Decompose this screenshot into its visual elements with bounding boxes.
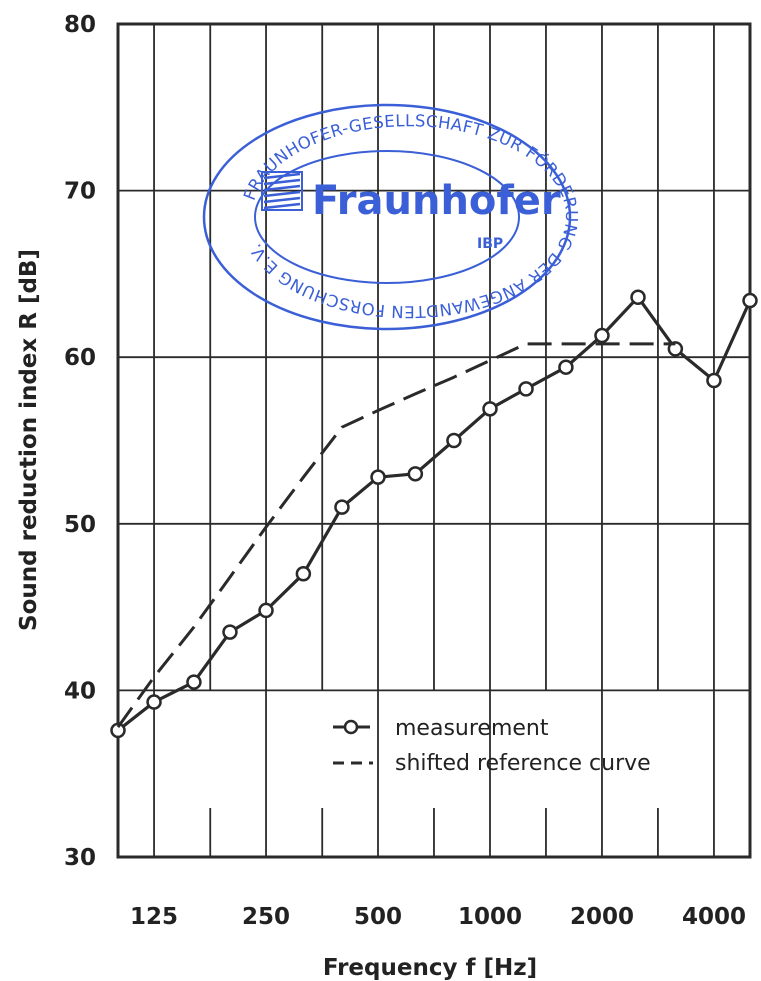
- data-point: [446, 432, 462, 449]
- x-tick-label: 125: [130, 904, 178, 930]
- data-point: [334, 499, 350, 515]
- data-point: [630, 289, 646, 305]
- x-axis-title: Frequency f [Hz]: [323, 955, 537, 981]
- x-tick-label: 4000: [682, 904, 746, 930]
- data-point: [558, 359, 574, 375]
- data-point: [706, 372, 722, 389]
- series-line-0: [117, 295, 752, 732]
- tick-labels: 30 40 50 60 70 80 125 250 500 1000 2000 4000: [64, 12, 746, 930]
- y-tick-label: 60: [64, 345, 96, 371]
- data-point: [222, 624, 238, 640]
- stamp-inner-ring: [254, 150, 520, 284]
- data-point: [146, 694, 162, 710]
- y-tick-label: 30: [64, 845, 96, 871]
- y-tick-label: 50: [64, 512, 96, 538]
- x-tick-label: 250: [242, 904, 290, 930]
- data-point: [594, 327, 610, 344]
- legend-measurement-marker: [343, 719, 359, 735]
- grid: [116, 22, 752, 859]
- x-tick-label: 500: [354, 904, 402, 930]
- data-point: [667, 341, 684, 357]
- stamp-sub-text: IBP: [477, 236, 503, 252]
- data-point: [370, 469, 386, 485]
- stamp-logo-icon: [261, 171, 303, 211]
- fraunhofer-stamp: FRAUNHOFER-GESELLSCHAFT ZUR FÖRDERUNG DE…: [202, 103, 581, 331]
- legend-reference-label: shifted reference curve: [395, 751, 651, 776]
- data-point: [742, 292, 758, 309]
- y-tick-label: 40: [64, 678, 96, 704]
- y-axis-title: Sound reduction index R [dB]: [16, 249, 42, 631]
- data-point: [110, 722, 126, 739]
- legend: measurement shifted reference curve: [333, 716, 651, 776]
- stamp-logo-text: Fraunhofer: [312, 178, 561, 224]
- stamp-outer-ring: [202, 103, 572, 331]
- x-tick-label: 1000: [458, 904, 522, 930]
- data-point: [186, 674, 202, 690]
- x-tick-label: 2000: [570, 904, 634, 930]
- legend-measurement-label: measurement: [395, 716, 549, 741]
- data-point: [518, 381, 534, 397]
- y-tick-label: 70: [64, 179, 96, 205]
- data-point: [258, 602, 274, 619]
- data-point: [295, 566, 312, 582]
- data-point: [407, 466, 424, 482]
- y-tick-label: 80: [64, 12, 96, 38]
- data-point: [482, 401, 498, 417]
- series-line-1: [116, 342, 676, 728]
- series-layer: [110, 289, 758, 739]
